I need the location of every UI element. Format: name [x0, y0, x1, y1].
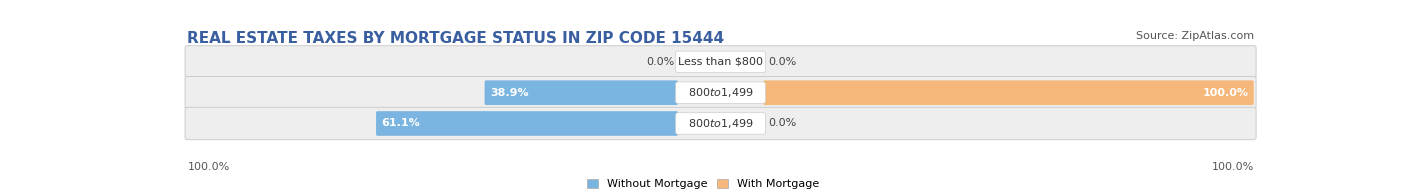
- Text: 0.0%: 0.0%: [645, 57, 673, 67]
- Text: $800 to $1,499: $800 to $1,499: [688, 86, 754, 99]
- Text: Less than $800: Less than $800: [678, 57, 763, 67]
- FancyBboxPatch shape: [186, 76, 1256, 109]
- Text: 38.9%: 38.9%: [491, 88, 529, 98]
- Text: 61.1%: 61.1%: [381, 119, 420, 129]
- Text: REAL ESTATE TAXES BY MORTGAGE STATUS IN ZIP CODE 15444: REAL ESTATE TAXES BY MORTGAGE STATUS IN …: [187, 31, 724, 46]
- Text: 0.0%: 0.0%: [769, 119, 797, 129]
- FancyBboxPatch shape: [763, 80, 1254, 105]
- FancyBboxPatch shape: [186, 46, 1256, 78]
- Text: 0.0%: 0.0%: [769, 57, 797, 67]
- FancyBboxPatch shape: [676, 82, 765, 104]
- FancyBboxPatch shape: [485, 80, 678, 105]
- FancyBboxPatch shape: [186, 107, 1256, 140]
- Text: 100.0%: 100.0%: [187, 162, 229, 172]
- Text: $800 to $1,499: $800 to $1,499: [688, 117, 754, 130]
- Text: 100.0%: 100.0%: [1202, 88, 1249, 98]
- Text: Source: ZipAtlas.com: Source: ZipAtlas.com: [1136, 31, 1254, 41]
- Text: 100.0%: 100.0%: [1212, 162, 1254, 172]
- Legend: Without Mortgage, With Mortgage: Without Mortgage, With Mortgage: [588, 179, 818, 190]
- FancyBboxPatch shape: [375, 111, 678, 136]
- FancyBboxPatch shape: [676, 113, 765, 134]
- FancyBboxPatch shape: [676, 51, 765, 73]
